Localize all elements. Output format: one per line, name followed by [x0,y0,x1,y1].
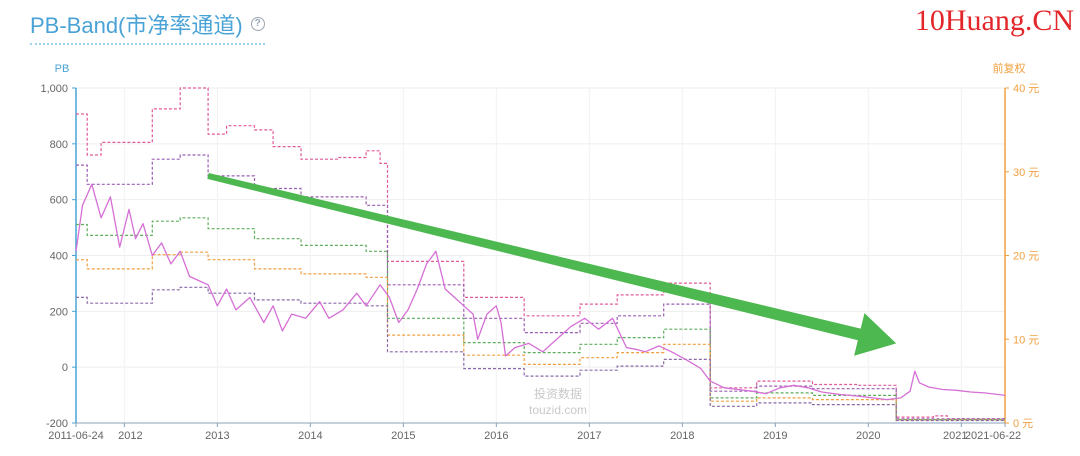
right-axis-label: 前复权 [993,61,1026,75]
price-line [75,183,1006,401]
band-line-5 [76,286,1005,422]
right-tick-label: 0 元 [1013,418,1033,430]
x-tick-label: 2012 [118,430,142,442]
x-tick-label: 2015 [391,430,415,442]
left-tick-label: -200 [46,418,68,430]
x-tick-label: 2019 [763,430,787,442]
left-tick-label: 600 [50,195,68,207]
chart-title-text: PB-Band(市净率通道) [30,13,243,38]
chart-title: PB-Band(市净率通道) ? [30,8,265,45]
band-line-2 [76,154,1005,420]
x-tick-label: 2018 [670,430,694,442]
x-tick-label: 2011-06-24 [48,430,103,442]
right-tick-label: 10 元 [1013,334,1039,346]
brand-watermark: 10Huang.CN [914,4,1074,37]
right-tick-label: 30 元 [1013,167,1039,179]
x-tick-label: 2021-06-22 [965,430,1021,442]
x-tick-label: 2021 [943,430,967,442]
watermark-text: 投资数据 [534,386,582,401]
band-line-1 [76,87,1005,420]
right-tick-label: 20 元 [1013,251,1039,263]
band-line-3 [76,217,1005,421]
x-tick-label: 2014 [298,430,322,442]
trend-arrow [207,173,897,356]
left-axis-label: PB [55,63,70,75]
right-tick-label: 40 元 [1013,83,1039,95]
left-tick-label: 1,000 [40,83,68,95]
left-tick-label: 0 [62,362,68,374]
watermark-url: touzid.com [529,403,587,417]
question-circle-icon[interactable]: ? [250,17,265,31]
x-tick-label: 2020 [856,430,880,442]
x-tick-label: 2016 [484,430,508,442]
x-tick-label: 2013 [205,430,229,442]
left-tick-label: 400 [50,251,68,263]
x-tick-label: 2017 [577,430,601,442]
left-tick-label: 200 [50,306,68,318]
left-tick-label: 800 [50,139,68,151]
